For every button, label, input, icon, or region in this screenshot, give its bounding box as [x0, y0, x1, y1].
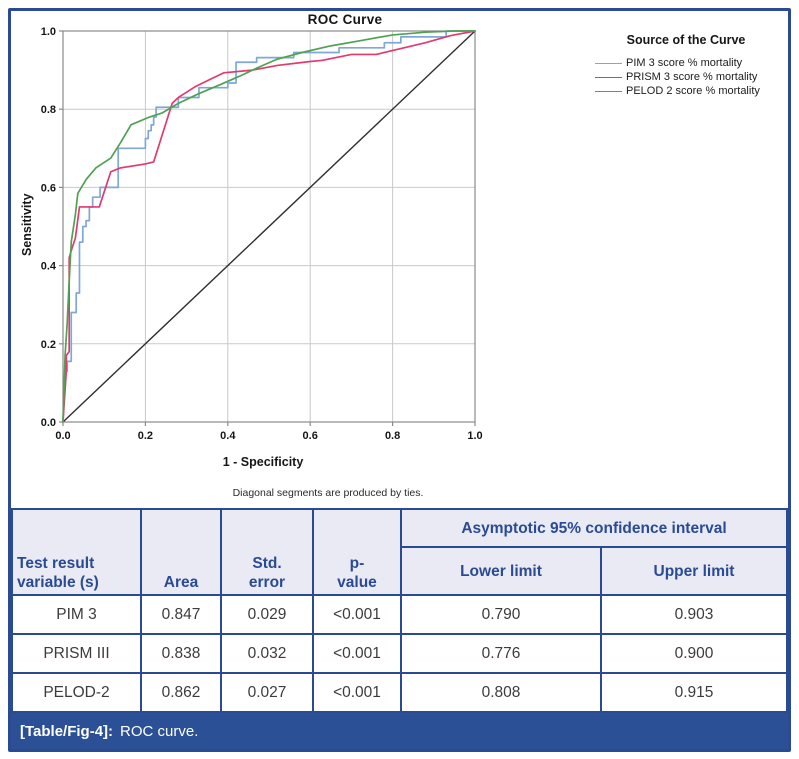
caption-text: ROC curve. [120, 722, 199, 740]
cell-lower-limit: 0.776 [400, 633, 602, 674]
x-tick-label: 0.4 [220, 430, 236, 442]
cell-lower-limit: 0.790 [400, 594, 602, 635]
chart-footnote: Diagonal segments are produced by ties. [232, 487, 424, 499]
cell-area: 0.862 [140, 672, 222, 713]
y-tick-label: 0.2 [41, 339, 56, 351]
roc-chart: 0.0 0.0 0.2 0.2 0.4 0.4 0.6 0.6 0.8 0.8 1.0 1.0 ROC… [11, 11, 788, 508]
legend-item-1: PRISM 3 score % mortality [595, 70, 788, 84]
plot-frame [62, 30, 476, 423]
cell-upper-limit: 0.915 [600, 672, 788, 713]
header-p-value: p-value [312, 508, 402, 596]
x-tick-label: 1.0 [467, 430, 482, 442]
legend-swatch-icon [595, 62, 622, 64]
roc-curve-2 [62, 30, 476, 423]
chart-title: ROC Curve [307, 12, 383, 27]
cell-p-value: <0.001 [312, 633, 402, 674]
header-ci-group: Asymptotic 95% confidence interval [400, 508, 788, 548]
cell-area: 0.838 [140, 633, 222, 674]
legend-label: PIM 3 score % mortality [626, 57, 743, 69]
y-tick-label: 0.0 [41, 417, 56, 429]
header-lower-limit: Lower limit [400, 546, 602, 596]
cell-upper-limit: 0.900 [600, 633, 788, 674]
legend: Source of the Curve PIM 3 score % mortal… [583, 33, 788, 98]
legend-item-2: PELOD 2 score % mortality [595, 84, 788, 98]
roc-stats-table: Test result variable (s) Area Std. error… [11, 508, 788, 713]
y-tick-label: 0.6 [41, 182, 56, 194]
y-tick-label: 0.4 [41, 261, 57, 273]
header-test-result-variable: Test result variable (s) [11, 508, 142, 596]
y-tick-label: 1.0 [41, 26, 56, 38]
table-row-prism3: PRISM III 0.838 0.032 <0.001 0.776 0.900 [11, 633, 788, 674]
cell-lower-limit: 0.808 [400, 672, 602, 713]
cell-area: 0.847 [140, 594, 222, 635]
figure-panel: 0.0 0.0 0.2 0.2 0.4 0.4 0.6 0.6 0.8 0.8 1.0 1.0 ROC… [8, 8, 791, 752]
cell-p-value: <0.001 [312, 594, 402, 635]
cell-p-value: <0.001 [312, 672, 402, 713]
legend-label: PELOD 2 score % mortality [626, 85, 760, 97]
legend-items: PIM 3 score % mortality PRISM 3 score % m… [583, 56, 788, 98]
cell-variable: PELOD-2 [11, 672, 142, 713]
x-tick-label: 0.6 [303, 430, 318, 442]
caption-label: [Table/Fig-4]: [20, 722, 114, 740]
header-upper-limit: Upper limit [600, 546, 788, 596]
legend-swatch-icon [595, 76, 622, 78]
x-tick-label: 0.8 [385, 430, 400, 442]
legend-title: Source of the Curve [626, 33, 746, 47]
legend-label: PRISM 3 score % mortality [626, 71, 758, 83]
cell-upper-limit: 0.903 [600, 594, 788, 635]
reference-diagonal [62, 30, 476, 423]
cell-std-error: 0.029 [220, 594, 314, 635]
cell-std-error: 0.032 [220, 633, 314, 674]
table-row-pelod2: PELOD-2 0.862 0.027 <0.001 0.808 0.915 [11, 672, 788, 713]
cell-std-error: 0.027 [220, 672, 314, 713]
y-axis-title: Sensitivity [20, 193, 34, 257]
figure-caption: [Table/Fig-4]: ROC curve. [11, 713, 788, 749]
x-tick-label: 0.0 [55, 430, 70, 442]
y-tick-label: 0.8 [41, 104, 56, 116]
roc-plot-svg: 0.00.0 0.2 0.2 0.4 0.4 0.6 0.6 0.8 0.8 1.0 1.0 [41, 26, 483, 442]
legend-swatch-icon [595, 90, 622, 92]
header-std-error: Std. error [220, 508, 314, 596]
legend-item-0: PIM 3 score % mortality [595, 56, 788, 70]
header-area: Area [140, 508, 222, 596]
x-tick-label: 0.2 [138, 430, 153, 442]
cell-variable: PIM 3 [11, 594, 142, 635]
cell-variable: PRISM III [11, 633, 142, 674]
x-axis-title: 1 - Specificity [222, 455, 304, 469]
table-row-pim3: PIM 3 0.847 0.029 <0.001 0.790 0.903 [11, 594, 788, 635]
roc-curve-0 [62, 30, 476, 423]
